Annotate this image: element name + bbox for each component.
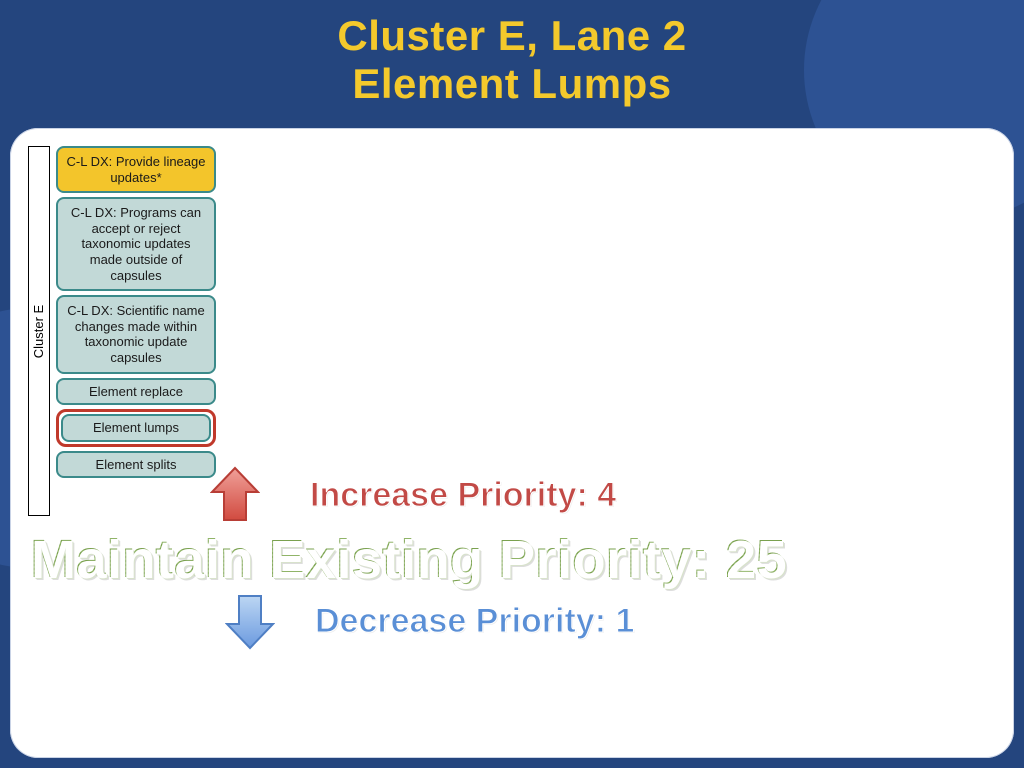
card-element-lumps: Element lumps [61,414,211,442]
arrow-down-icon [225,592,275,650]
content-panel: Cluster E C-L DX: Provide lineage update… [10,128,1014,758]
increase-row: Increase Priority: 4 [210,466,994,524]
card-name-changes: C-L DX: Scientific name changes made wit… [56,295,216,373]
card-element-replace: Element replace [56,378,216,406]
arrow-up-icon [210,466,260,524]
cluster-column: Cluster E C-L DX: Provide lineage update… [28,146,216,516]
title-line-2: Element Lumps [352,60,671,107]
slide-title: Cluster E, Lane 2 Element Lumps [0,12,1024,109]
card-stack: C-L DX: Provide lineage updates* C-L DX:… [56,146,216,478]
title-line-1: Cluster E, Lane 2 [337,12,686,59]
decrease-row: Decrease Priority: 1 [225,592,994,650]
priority-block: Increase Priority: 4 Maintain Existing P… [210,466,994,650]
cluster-label-text: Cluster E [32,304,47,357]
card-lineage-updates: C-L DX: Provide lineage updates* [56,146,216,193]
cluster-vertical-label: Cluster E [28,146,50,516]
maintain-priority-text: Maintain Existing Priority: 25 [30,528,994,590]
decrease-priority-text: Decrease Priority: 1 [315,602,634,641]
card-element-splits: Element splits [56,451,216,479]
highlight-frame: Element lumps [56,409,216,447]
card-accept-reject: C-L DX: Programs can accept or reject ta… [56,197,216,291]
increase-priority-text: Increase Priority: 4 [310,476,616,515]
slide-stage: Cluster E, Lane 2 Element Lumps Cluster … [0,0,1024,768]
